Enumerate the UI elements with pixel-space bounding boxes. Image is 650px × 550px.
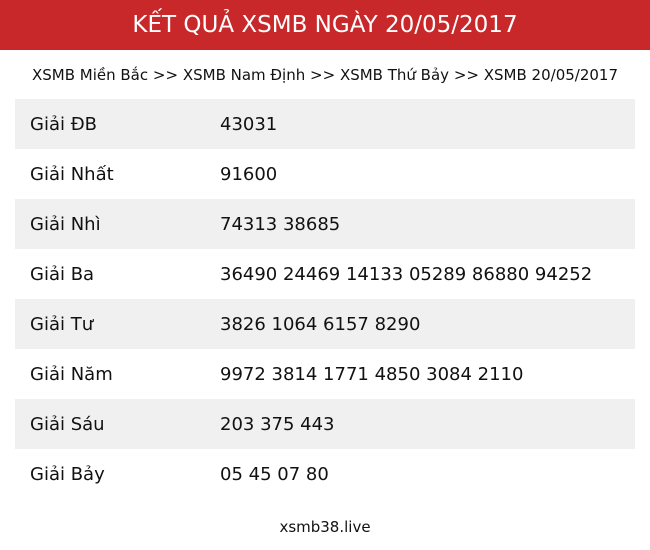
prize-label: Giải ĐB	[30, 113, 97, 135]
prize-value: 74313 38685	[220, 213, 341, 235]
table-row: Giải ĐB 43031	[15, 99, 635, 149]
breadcrumb-separator: >>	[152, 66, 179, 84]
breadcrumb-date[interactable]: XSMB 20/05/2017	[483, 66, 619, 84]
prize-value: 3826 1064 6157 8290	[220, 313, 421, 335]
prize-value: 05 45 07 80	[220, 463, 329, 485]
prize-value: 43031	[220, 113, 278, 135]
page-title: KẾT QUẢ XSMB NGÀY 20/05/2017	[132, 12, 518, 38]
table-row: Giải Ba 36490 24469 14133 05289 86880 942…	[15, 249, 635, 299]
table-row: Giải Sáu 203 375 443	[15, 399, 635, 449]
breadcrumb-thu-bay[interactable]: XSMB Thứ Bảy	[339, 66, 450, 84]
prize-label: Giải Ba	[30, 263, 95, 285]
prize-value: 9972 3814 1771 4850 3084 2110	[220, 363, 524, 385]
breadcrumb-mien-bac[interactable]: XSMB Miền Bắc	[31, 66, 149, 84]
results-table: Giải ĐB 43031 Giải Nhất 91600 Giải Nhì 7431…	[15, 99, 635, 499]
table-row: Giải Bảy 05 45 07 80	[15, 449, 635, 499]
prize-value: 91600	[220, 163, 278, 185]
prize-label: Giải Tư	[30, 313, 94, 335]
prize-label: Giải Bảy	[30, 463, 105, 485]
table-row: Giải Nhất 91600	[15, 149, 635, 199]
table-row: Giải Nhì 74313 38685	[15, 199, 635, 249]
prize-label: Giải Năm	[30, 363, 113, 385]
prize-value: 36490 24469 14133 05289 86880 94252	[220, 263, 593, 285]
footer-site: xsmb38.live	[279, 518, 371, 536]
prize-label: Giải Sáu	[30, 413, 105, 435]
breadcrumb: XSMB Miền Bắc >> XSMB Nam Định >> XSMB T…	[0, 66, 650, 84]
table-row: Giải Năm 9972 3814 1771 4850 3084 2110	[15, 349, 635, 399]
breadcrumb-separator: >>	[453, 66, 479, 84]
prize-label: Giải Nhất	[30, 163, 114, 185]
prize-label: Giải Nhì	[30, 213, 101, 235]
breadcrumb-separator: >>	[310, 66, 336, 84]
table-row: Giải Tư 3826 1064 6157 8290	[15, 299, 635, 349]
page-header: KẾT QUẢ XSMB NGÀY 20/05/2017	[0, 0, 650, 50]
prize-value: 203 375 443	[220, 413, 335, 435]
breadcrumb-nam-dinh[interactable]: XSMB Nam Định	[182, 66, 306, 84]
